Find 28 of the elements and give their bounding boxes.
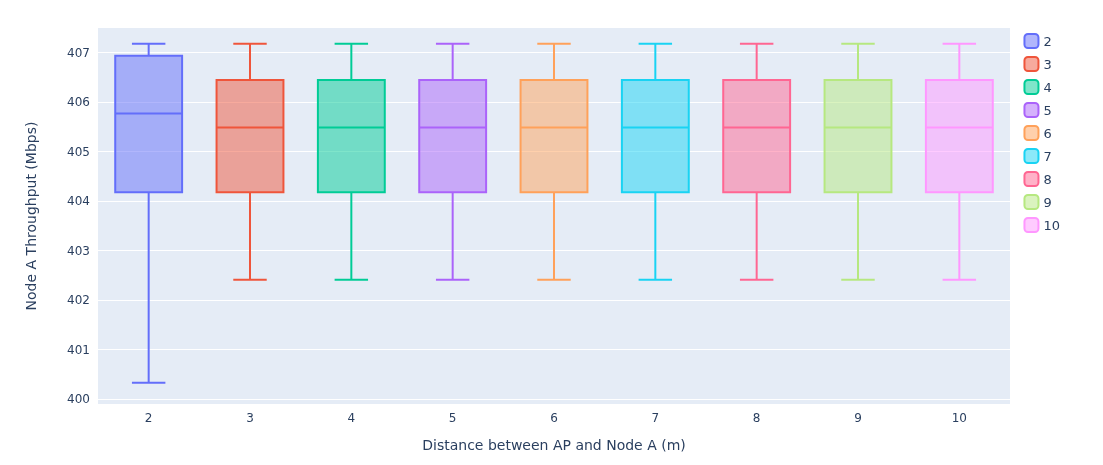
x-tick-label: 10 bbox=[951, 411, 967, 425]
y-tick-label: 401 bbox=[67, 342, 90, 357]
legend-label: 6 bbox=[1043, 125, 1052, 141]
y-tick-label: 403 bbox=[67, 243, 90, 258]
x-tick-label: 9 bbox=[854, 411, 862, 425]
y-tick-label: 405 bbox=[67, 144, 90, 159]
x-axis-title: Distance between AP and Node A (m) bbox=[422, 437, 686, 453]
legend-label: 10 bbox=[1043, 217, 1060, 233]
x-tick-label: 7 bbox=[651, 411, 660, 425]
y-tick-label: 407 bbox=[67, 45, 90, 60]
y-tick-label: 406 bbox=[67, 95, 90, 110]
legend-label: 7 bbox=[1043, 148, 1052, 164]
y-tick-label: 402 bbox=[67, 293, 90, 308]
x-tick-label: 5 bbox=[448, 411, 457, 425]
y-tick-label: 404 bbox=[67, 194, 90, 209]
legend-label: 8 bbox=[1043, 171, 1052, 187]
y-tick-label: 400 bbox=[67, 392, 90, 407]
y-axis-title: Node A Throughput (Mbps) bbox=[23, 121, 39, 311]
legend-label: 4 bbox=[1043, 79, 1052, 95]
x-tick-label: 6 bbox=[550, 411, 558, 425]
x-tick-label: 4 bbox=[347, 411, 356, 425]
legend-label: 9 bbox=[1043, 194, 1052, 210]
x-tick-label: 2 bbox=[144, 411, 153, 425]
legend-label: 3 bbox=[1043, 56, 1052, 72]
x-tick-label: 3 bbox=[246, 411, 254, 425]
legend-label: 2 bbox=[1043, 33, 1052, 49]
x-tick-label: 8 bbox=[752, 411, 761, 425]
legend-label: 5 bbox=[1043, 102, 1052, 118]
